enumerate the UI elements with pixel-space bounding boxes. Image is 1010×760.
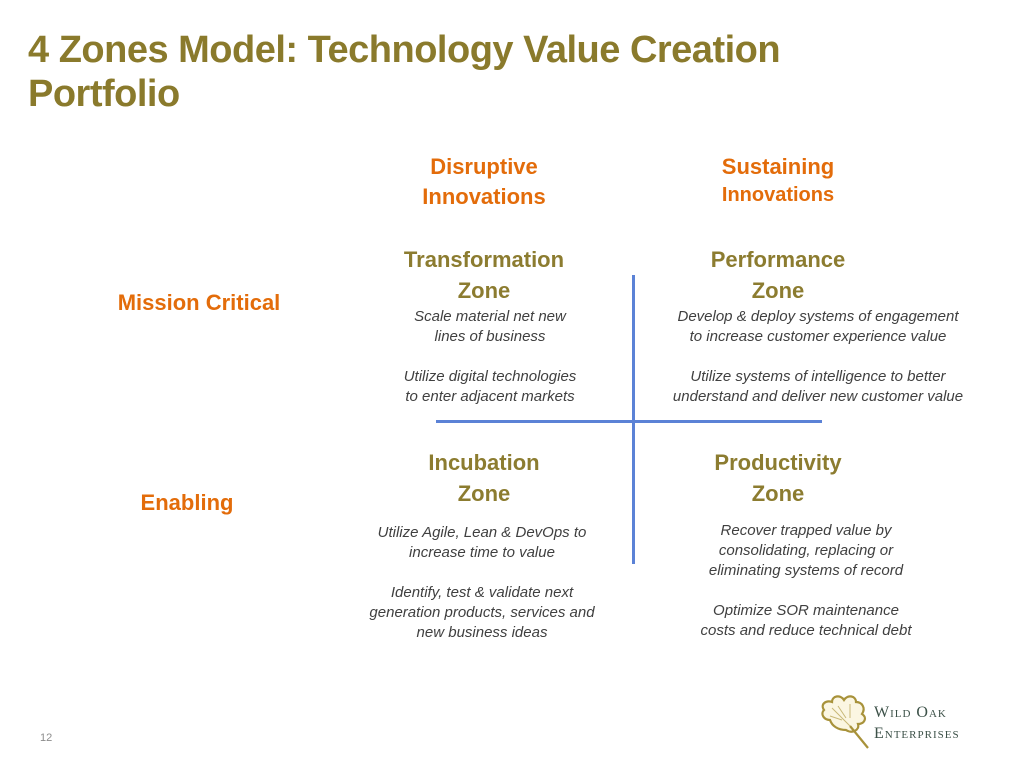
zone-title-line: Zone: [751, 481, 805, 506]
zone-title-line: Zone: [457, 481, 511, 506]
company-logo: Wild Oak Enterprises: [816, 692, 1001, 752]
title-line: Portfolio: [28, 73, 180, 115]
header-line: Innovations: [422, 184, 546, 209]
desc-line: eliminating systems of record: [708, 562, 904, 579]
desc-line: generation products, services and: [369, 604, 595, 621]
zone-description-transformation: Scale material net new lines of business…: [404, 307, 577, 407]
desc-line: Utilize Agile, Lean & DevOps to: [377, 524, 587, 541]
desc-line: Scale material net new: [414, 308, 566, 325]
logo-line: Enterprises: [874, 725, 960, 742]
column-header-disruptive: Disruptive Innovations: [422, 152, 545, 212]
logo-line: Wild Oak: [874, 704, 947, 721]
desc-line: Identify, test & validate next: [390, 584, 574, 601]
zone-description-productivity: Recover trapped value by consolidating, …: [701, 521, 912, 641]
desc-line: to enter adjacent markets: [405, 388, 575, 405]
zone-title-line: Zone: [457, 278, 511, 303]
desc-line: consolidating, replacing or: [718, 542, 894, 559]
row-header-mission-critical: Mission Critical: [117, 290, 281, 315]
logo-wordmark: Wild Oak Enterprises: [874, 702, 960, 744]
slide-title: 4 Zones Model: Technology Value Creation…: [28, 28, 781, 116]
desc-line: new business ideas: [416, 624, 548, 641]
column-header-sustaining: Sustaining Innovations: [722, 152, 834, 208]
title-line: 4 Zones Model: Technology Value Creation: [28, 29, 781, 71]
desc-line: Utilize digital technologies: [403, 368, 577, 385]
vertical-axis-line: [632, 275, 635, 564]
page-number: 12: [40, 732, 53, 744]
desc-line: Optimize SOR maintenance: [713, 602, 899, 619]
zone-title-transformation: Transformation Zone: [404, 244, 564, 306]
zone-title-line: Transformation: [403, 247, 565, 272]
desc-line: to increase customer experience value: [689, 328, 947, 345]
desc-line: Recover trapped value by: [720, 522, 892, 539]
desc-line: understand and deliver new customer valu…: [672, 388, 964, 405]
zone-description-incubation: Utilize Agile, Lean & DevOps to increase…: [369, 523, 594, 643]
zone-description-performance: Develop & deploy systems of engagement t…: [673, 307, 963, 407]
desc-line: costs and reduce technical debt: [700, 622, 912, 639]
horizontal-axis-line: [436, 420, 822, 423]
zone-title-line: Productivity: [714, 450, 842, 475]
zone-title-incubation: Incubation Zone: [428, 447, 539, 509]
oak-leaf-icon: [821, 695, 869, 749]
zone-title-line: Zone: [751, 278, 805, 303]
header-line: Innovations: [721, 184, 835, 206]
zone-title-line: Performance: [710, 247, 846, 272]
header-line: Sustaining: [721, 154, 835, 179]
zone-title-productivity: Productivity Zone: [714, 447, 841, 509]
header-line: Disruptive: [430, 154, 538, 179]
zone-title-line: Incubation: [428, 450, 540, 475]
desc-line: Develop & deploy systems of engagement: [677, 308, 959, 325]
desc-line: Utilize systems of intelligence to bette…: [690, 368, 946, 385]
desc-line: lines of business: [434, 328, 546, 345]
row-header-enabling: Enabling: [140, 490, 234, 515]
zone-title-performance: Performance Zone: [711, 244, 846, 306]
desc-line: increase time to value: [409, 544, 555, 561]
